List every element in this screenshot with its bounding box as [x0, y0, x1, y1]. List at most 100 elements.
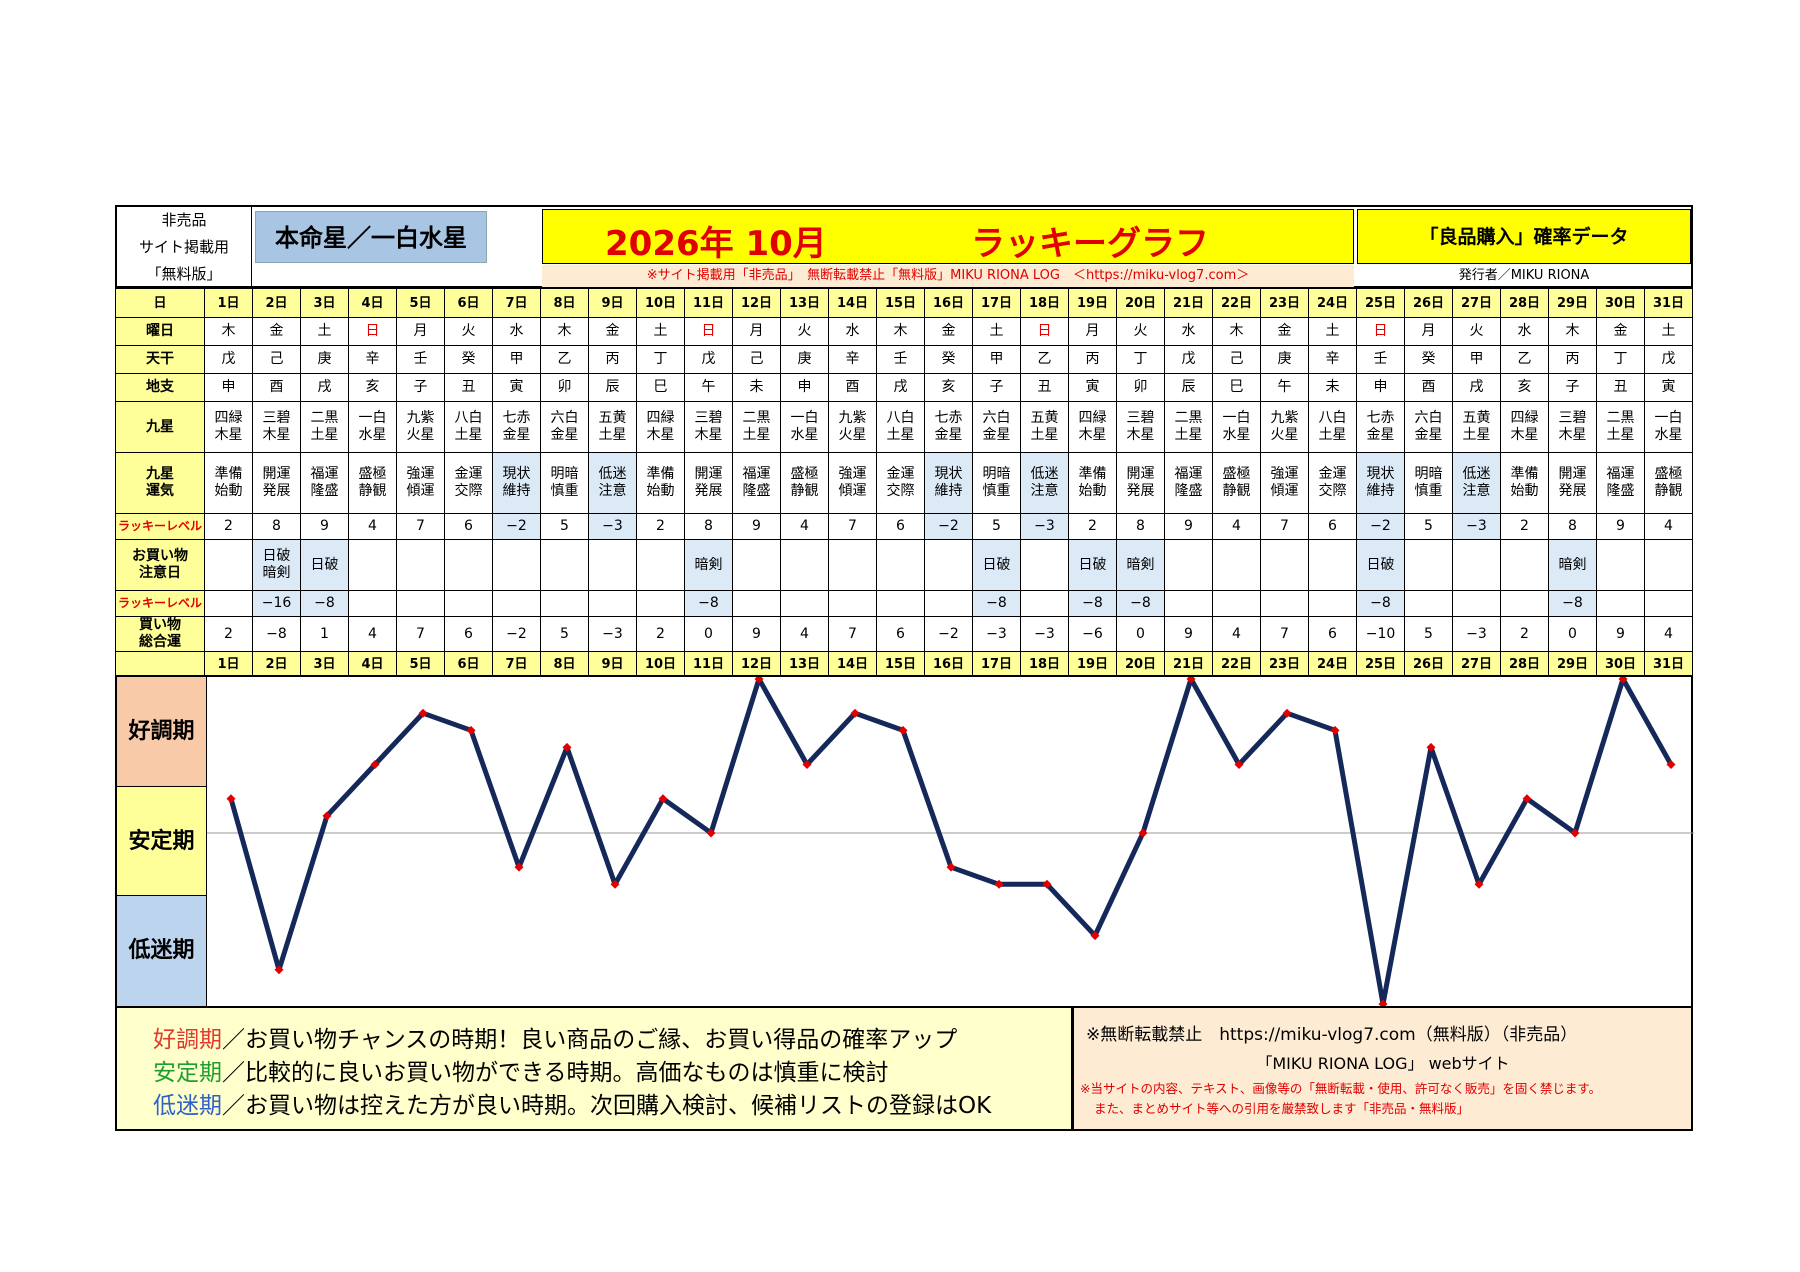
- row-kyusei-cell: 二黒 土星: [300, 401, 349, 453]
- row-kyusei-luck-cell: 盛極 静観: [780, 452, 829, 514]
- data-point: [1330, 725, 1340, 735]
- row-days-cell: 23日: [1260, 288, 1309, 318]
- row-lucky-level-cell: −2: [924, 513, 973, 540]
- row-kyusei-luck-cell: 福運 隆盛: [1596, 452, 1645, 514]
- row-total-cell: 0: [1548, 616, 1597, 652]
- row-weekday-cell: 日: [684, 317, 733, 346]
- row-chishi-cell: 辰: [588, 373, 637, 402]
- row-days-cell: 28日: [1500, 288, 1549, 318]
- row-kyusei-cell: 四緑 木星: [1500, 401, 1549, 453]
- row-days-bottom-cell: 11日: [684, 651, 733, 677]
- row-kyusei-luck: 九星 運気 準備 始動 開運 発展 福運 隆盛 盛極 静観 強運 傾運 金運 交際 現状 維持 明暗 慎重 低迷 注意…: [115, 452, 1693, 514]
- data-point: [658, 794, 668, 804]
- row-total-cell: 0: [684, 616, 733, 652]
- row-weekday-cell: 月: [1068, 317, 1117, 346]
- row-total-cell: 5: [1404, 616, 1453, 652]
- chart-area: 好調期 安定期 低迷期: [115, 675, 1694, 1008]
- row-days-bottom-cell: 2日: [252, 651, 301, 677]
- row-caution-level-cell: [828, 590, 877, 617]
- legend-box: 好調期／お買い物チャンスの時期！良い商品のご縁、お買い得品の確率アップ 安定期／…: [115, 1008, 1073, 1131]
- row-caution-level-cell: [588, 590, 637, 617]
- row-lucky-level-label: ラッキーレベル: [115, 513, 205, 540]
- row-days-cell: 25日: [1356, 288, 1405, 318]
- row-kyusei-cell: 一白 水星: [1212, 401, 1261, 453]
- row-chishi-cell: 未: [1308, 373, 1357, 402]
- row-chishi-cell: 申: [780, 373, 829, 402]
- row-tenkan-cell: 壬: [396, 345, 445, 374]
- row-chishi-cell: 戌: [1452, 373, 1501, 402]
- row-days-bottom-cell: 10日: [636, 651, 685, 677]
- row-caution-cell: 日破: [300, 539, 349, 591]
- row-total-cell: −2: [492, 616, 541, 652]
- row-chishi-cell: 丑: [1020, 373, 1069, 402]
- data-point: [610, 879, 620, 889]
- row-total: 買い物 総合運 2 −8 1 4 7 6 −2 5 −3 2 0 9 4 7 6 −2 −3 −3 −6 0 9 4 7 6 −10…: [115, 616, 1693, 652]
- row-total-cell: 2: [1500, 616, 1549, 652]
- row-caution-level-cell: [540, 590, 589, 617]
- row-caution-cell: [1404, 539, 1453, 591]
- row-kyusei-cell: 九紫 火星: [828, 401, 877, 453]
- row-weekday-cell: 木: [1548, 317, 1597, 346]
- row-lucky-level-cell: 5: [1404, 513, 1453, 540]
- row-caution-cell: [1308, 539, 1357, 591]
- row-kyusei-cell: 五黄 土星: [1020, 401, 1069, 453]
- row-total-cell: 2: [636, 616, 685, 652]
- row-days-bottom-cell: 30日: [1596, 651, 1645, 677]
- data-point: [1090, 931, 1100, 941]
- row-kyusei-cell: 四緑 木星: [636, 401, 685, 453]
- row-lucky-level-cell: 2: [636, 513, 685, 540]
- row-weekday-cell: 月: [732, 317, 781, 346]
- data-point: [1666, 760, 1676, 770]
- row-caution-cell: [1020, 539, 1069, 591]
- row-kyusei-luck-cell: 福運 隆盛: [732, 452, 781, 514]
- row-caution-level-cell: [1644, 590, 1693, 617]
- data-point: [706, 828, 716, 838]
- row-caution-level-cell: [396, 590, 445, 617]
- nonsale-line-1: 非売品: [161, 211, 207, 229]
- row-days-bottom-cell: 5日: [396, 651, 445, 677]
- row-lucky-level-cell: 7: [1260, 513, 1309, 540]
- row-weekday-cell: 木: [204, 317, 253, 346]
- row-kyusei-luck-cell: 福運 隆盛: [1164, 452, 1213, 514]
- row-tenkan-cell: 辛: [828, 345, 877, 374]
- row-total-cell: −3: [1020, 616, 1069, 652]
- row-total-cell: 9: [1164, 616, 1213, 652]
- row-chishi-cell: 子: [972, 373, 1021, 402]
- row-weekday-cell: 水: [828, 317, 877, 346]
- row-total-cell: −10: [1356, 616, 1405, 652]
- row-kyusei-cell: 一白 水星: [780, 401, 829, 453]
- row-caution-cell: 暗剣: [1116, 539, 1165, 591]
- row-kyusei-luck-label: 九星 運気: [115, 452, 205, 514]
- row-caution-cell: 日破: [1068, 539, 1117, 591]
- row-tenkan-cell: 戊: [1644, 345, 1693, 374]
- row-caution-level-cell: −8: [972, 590, 1021, 617]
- title-bar: 2026年 10月 ラッキーグラフ: [542, 209, 1354, 264]
- row-lucky-level-cell: 9: [1164, 513, 1213, 540]
- row-lucky-level-cell: 4: [1644, 513, 1693, 540]
- row-caution-cell: [876, 539, 925, 591]
- row-kyusei-luck-cell: 強運 傾運: [1260, 452, 1309, 514]
- data-title: 「良品購入」確率データ: [1357, 209, 1691, 264]
- row-total-cell: 4: [1644, 616, 1693, 652]
- row-days-bottom-cell: 23日: [1260, 651, 1309, 677]
- row-days-cell: 8日: [540, 288, 589, 318]
- row-weekday-cell: 月: [396, 317, 445, 346]
- row-caution-level-cell: −16: [252, 590, 301, 617]
- row-weekday-cell: 土: [1644, 317, 1693, 346]
- row-lucky-level-cell: 7: [396, 513, 445, 540]
- row-days-bottom-cell: 15日: [876, 651, 925, 677]
- row-lucky-level-cell: 5: [540, 513, 589, 540]
- data-point: [466, 725, 476, 735]
- row-weekday-cell: 土: [300, 317, 349, 346]
- row-caution-level-cell: [780, 590, 829, 617]
- row-kyusei-luck-cell: 明暗 慎重: [540, 452, 589, 514]
- row-weekday-cell: 火: [780, 317, 829, 346]
- row-caution-level-cell: [1500, 590, 1549, 617]
- row-days-cell: 1日: [204, 288, 253, 318]
- data-point: [1186, 677, 1196, 684]
- row-days-bottom-cell: 3日: [300, 651, 349, 677]
- row-days-cell: 14日: [828, 288, 877, 318]
- row-lucky-level-cell: 6: [444, 513, 493, 540]
- row-weekday-cell: 日: [1020, 317, 1069, 346]
- data-point: [370, 760, 380, 770]
